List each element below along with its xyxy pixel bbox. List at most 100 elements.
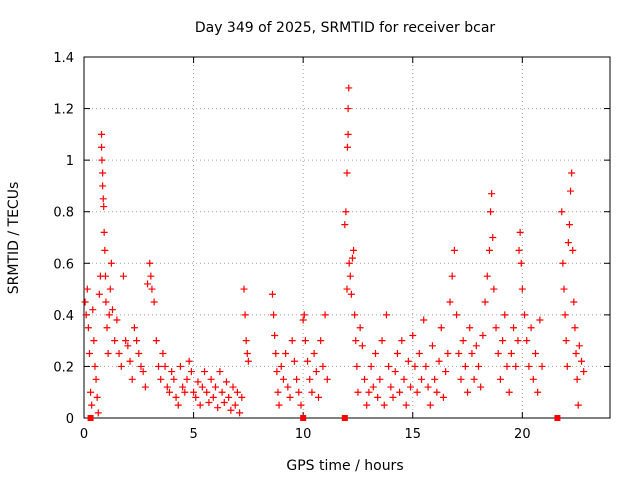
data-point	[490, 285, 498, 293]
data-point	[201, 368, 209, 376]
chart-title: Day 349 of 2025, SRMTID for receiver bca…	[195, 20, 496, 36]
data-point	[345, 84, 353, 92]
data-point	[243, 350, 251, 358]
data-point	[415, 350, 423, 358]
data-point	[181, 388, 189, 396]
data-point	[159, 350, 167, 358]
data-point	[374, 393, 382, 401]
data-point	[137, 362, 145, 370]
data-point	[501, 311, 509, 319]
data-point	[190, 388, 198, 396]
data-point	[559, 259, 567, 267]
data-point	[101, 272, 109, 280]
y-tick-label: 1.2	[53, 103, 74, 118]
data-point	[168, 368, 176, 376]
data-point	[163, 383, 171, 391]
data-point	[470, 375, 478, 383]
data-point	[81, 298, 89, 306]
zero-marker	[87, 415, 94, 421]
data-point	[128, 375, 136, 383]
data-point	[479, 331, 487, 339]
data-point	[376, 375, 384, 383]
data-point	[187, 368, 195, 376]
data-point	[455, 350, 463, 358]
data-point	[130, 324, 138, 332]
data-point	[346, 272, 354, 280]
data-point	[176, 362, 184, 370]
data-point	[103, 324, 111, 332]
x-tick-label: 5	[189, 427, 197, 442]
data-point	[91, 362, 99, 370]
data-point	[271, 331, 279, 339]
data-point	[93, 393, 101, 401]
data-point	[342, 208, 350, 216]
data-point	[99, 182, 107, 190]
data-point	[321, 311, 329, 319]
data-point	[402, 401, 410, 409]
data-point	[580, 368, 588, 376]
data-point	[107, 259, 115, 267]
data-point	[571, 324, 579, 332]
zero-marker	[554, 415, 561, 421]
data-point	[572, 350, 580, 358]
data-point	[238, 393, 246, 401]
data-point	[90, 337, 98, 345]
data-point	[174, 401, 182, 409]
data-point	[111, 337, 119, 345]
data-point	[365, 388, 373, 396]
data-point	[563, 362, 571, 370]
x-tick-label: 15	[404, 427, 421, 442]
data-point	[450, 246, 458, 254]
data-point	[308, 388, 316, 396]
data-point	[400, 375, 408, 383]
grid	[84, 57, 610, 418]
data-point	[431, 375, 439, 383]
data-point	[98, 156, 106, 164]
data-point	[297, 401, 305, 409]
data-point	[284, 383, 292, 391]
data-point	[95, 290, 103, 298]
data-point	[492, 324, 500, 332]
data-point	[275, 401, 283, 409]
data-point	[99, 195, 107, 203]
data-point	[351, 311, 359, 319]
data-point	[192, 393, 200, 401]
data-point	[407, 383, 415, 391]
data-point	[83, 285, 91, 293]
data-point	[426, 401, 434, 409]
data-point	[272, 350, 280, 358]
data-point	[244, 357, 252, 365]
data-point	[378, 337, 386, 345]
data-point	[578, 357, 586, 365]
y-tick-label: 0.4	[53, 309, 74, 324]
data-point	[94, 409, 102, 417]
data-point	[371, 350, 379, 358]
data-point	[92, 375, 100, 383]
data-point	[341, 221, 349, 229]
y-tick-label: 1.4	[53, 51, 74, 66]
data-point	[295, 388, 303, 396]
data-point	[306, 375, 314, 383]
data-point	[475, 362, 482, 370]
data-point	[437, 324, 445, 332]
data-point	[521, 311, 529, 319]
data-point	[293, 375, 301, 383]
data-point	[203, 388, 211, 396]
data-point	[304, 357, 312, 365]
data-point	[290, 357, 298, 365]
data-point	[135, 350, 143, 358]
data-point	[343, 285, 351, 293]
data-point	[102, 298, 110, 306]
data-point	[344, 105, 352, 113]
x-tick-label: 10	[295, 427, 312, 442]
data-point	[119, 272, 127, 280]
data-point	[538, 362, 546, 370]
data-point	[299, 316, 307, 324]
data-point	[209, 393, 217, 401]
data-point	[516, 228, 524, 236]
data-point	[391, 368, 399, 376]
data-point	[105, 311, 113, 319]
data-point	[122, 337, 130, 345]
data-point	[148, 285, 156, 293]
